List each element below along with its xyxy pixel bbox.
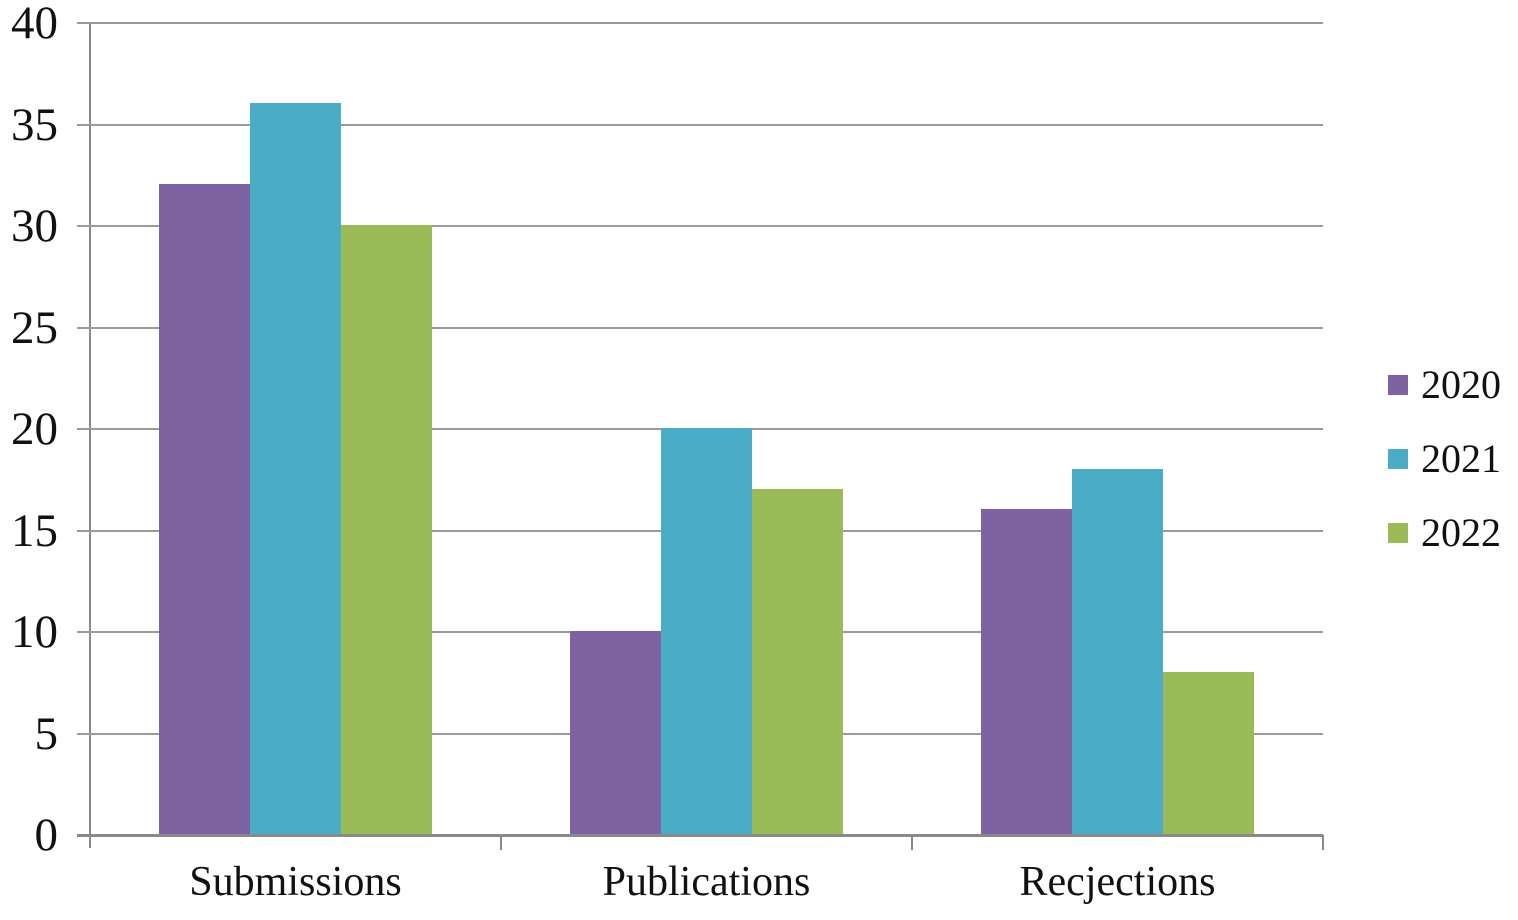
legend-item-2020: 2020 xyxy=(1388,361,1501,409)
legend-marker-2022 xyxy=(1388,523,1408,543)
x-axis-tick xyxy=(500,835,502,850)
legend-label-2022: 2022 xyxy=(1421,510,1501,555)
y-axis-tick-label-10: 10 xyxy=(11,606,58,658)
legend-label-2020: 2020 xyxy=(1421,362,1501,407)
bar-publications-2021 xyxy=(661,428,752,834)
x-axis-tick xyxy=(1322,835,1324,850)
legend-marker-2020 xyxy=(1388,375,1408,395)
plot-area xyxy=(77,22,1324,850)
bar-submissions-2020 xyxy=(159,184,250,834)
legend-item-2021: 2021 xyxy=(1388,435,1501,483)
y-axis-line xyxy=(89,23,91,848)
x-axis-line xyxy=(77,834,1323,837)
x-axis-tick xyxy=(911,835,913,850)
gridline-30 xyxy=(77,225,1323,227)
y-axis-tick-label-25: 25 xyxy=(11,301,58,354)
y-axis-tick-label-15: 15 xyxy=(11,504,58,557)
x-axis-label-submissions: Submissions xyxy=(189,859,402,905)
x-axis-label-recjections: Recjections xyxy=(1019,859,1216,905)
y-axis-tick-label-30: 30 xyxy=(11,200,58,252)
bar-publications-2022 xyxy=(752,488,843,834)
legend: 2020 2021 2022 xyxy=(1388,361,1501,583)
bar-publications-2020 xyxy=(570,631,661,834)
bar-submissions-2022 xyxy=(341,225,432,834)
bar-recjections-2022 xyxy=(1163,671,1254,834)
gridline-25 xyxy=(77,326,1323,329)
y-axis-tick-label-5: 5 xyxy=(34,707,59,760)
bar-recjections-2020 xyxy=(981,509,1072,834)
legend-item-2022: 2022 xyxy=(1388,509,1501,557)
legend-marker-2021 xyxy=(1388,449,1408,469)
x-axis-label-publications: Publications xyxy=(602,859,811,905)
y-axis-tick-label-20: 20 xyxy=(11,403,58,455)
bar-recjections-2021 xyxy=(1072,468,1163,834)
y-axis-tick-label-40: 40 xyxy=(11,0,58,49)
gridline-35 xyxy=(77,123,1323,126)
gridline-40 xyxy=(77,22,1323,24)
bar-submissions-2021 xyxy=(250,103,341,834)
y-axis-tick-label-0: 0 xyxy=(34,809,59,861)
legend-label-2021: 2021 xyxy=(1421,436,1501,481)
y-axis-tick-label-35: 35 xyxy=(11,98,58,151)
